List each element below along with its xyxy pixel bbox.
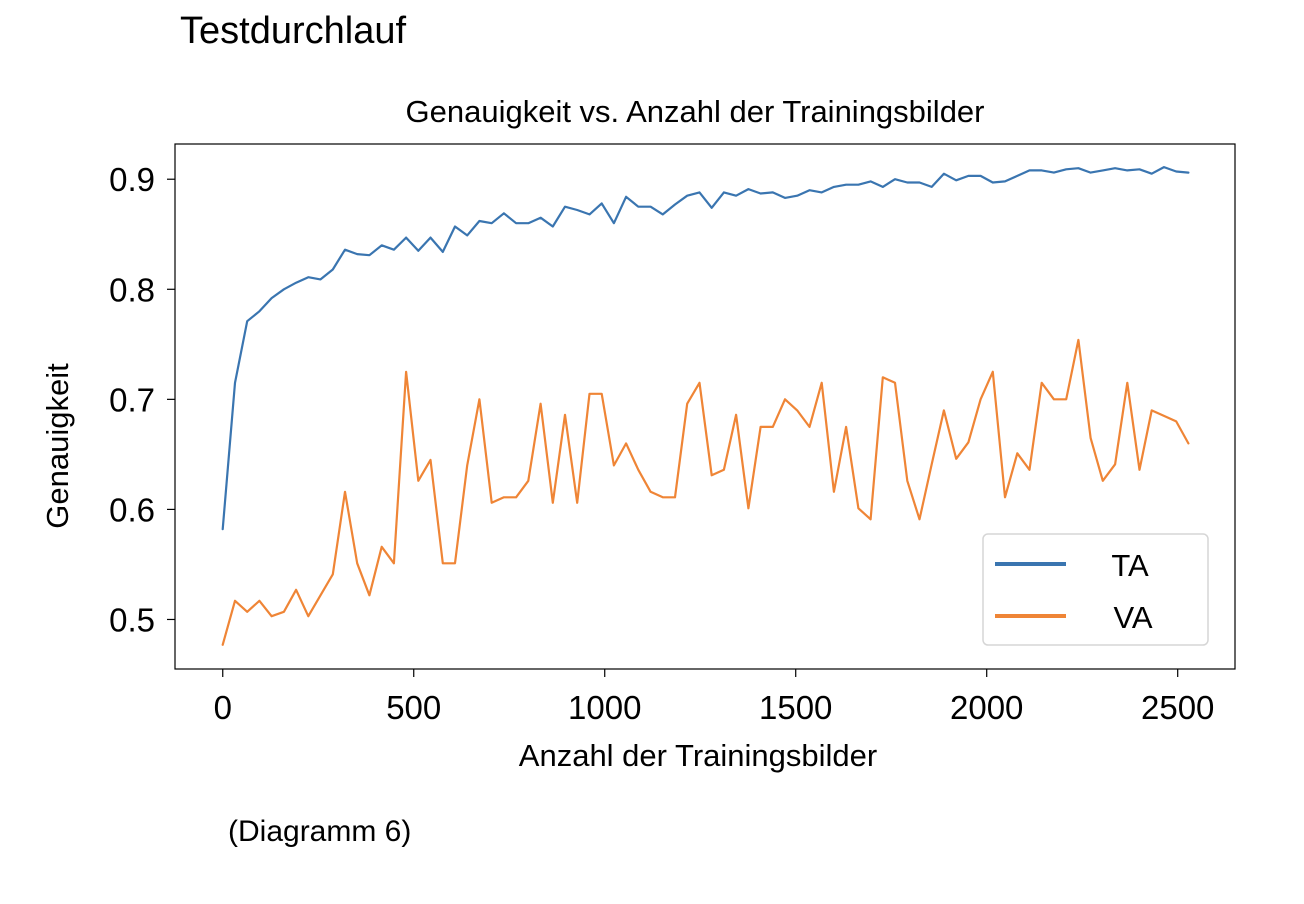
legend: TA VA [982, 533, 1209, 646]
plot-frame [174, 143, 1236, 670]
y-tick-label: 0.8 [109, 271, 155, 308]
legend-box [982, 533, 1209, 646]
y-tick-label: 0.5 [109, 601, 155, 638]
axis-ticks: 0 500 1000 1500 2000 2500 0.5 0.6 0.7 0.8 0.9 [109, 161, 1214, 726]
x-tick-label: 2000 [950, 689, 1023, 726]
x-tick-label: 500 [386, 689, 441, 726]
chart-title: Genauigkeit vs. Anzahl der Trainingsbild… [406, 94, 985, 129]
series-line-va [221, 338, 1190, 646]
y-tick-label: 0.7 [109, 381, 155, 418]
legend-label-va: VA [1113, 600, 1152, 635]
figure-caption: (Diagramm 6) [228, 815, 412, 848]
x-axis-label: Anzahl der Trainingsbilder [519, 738, 877, 773]
plot-area [221, 166, 1190, 646]
x-tick-label: 1000 [568, 689, 641, 726]
x-tick-label: 0 [214, 689, 232, 726]
series-line-ta [221, 166, 1190, 531]
y-tick-label: 0.6 [109, 491, 155, 528]
x-tick-label: 2500 [1141, 689, 1214, 726]
page-heading: Testdurchlauf [180, 10, 407, 52]
y-axis-label: Genauigkeit [40, 363, 75, 529]
y-tick-label: 0.9 [109, 161, 155, 198]
x-tick-label: 1500 [759, 689, 832, 726]
legend-label-ta: TA [1111, 548, 1149, 583]
